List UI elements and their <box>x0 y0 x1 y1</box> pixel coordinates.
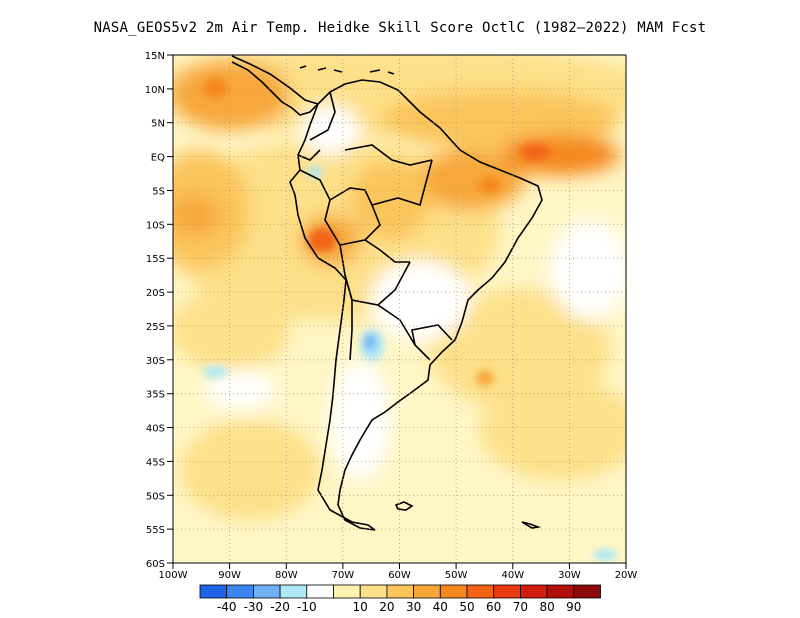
lat-label: 50S <box>146 491 165 502</box>
colorbar-label: 10 <box>353 600 368 614</box>
lat-label: 15S <box>146 254 165 265</box>
colorbar-box <box>306 584 334 599</box>
lat-label: 5S <box>152 187 165 198</box>
tick-marks <box>167 54 627 569</box>
colorbar-box <box>413 584 441 599</box>
lat-label: 30S <box>146 356 165 367</box>
lat-label: 10N <box>145 85 165 96</box>
lon-label: 20W <box>615 570 638 581</box>
shaded-field <box>173 55 626 563</box>
colorbar-label: 30 <box>406 600 421 614</box>
map-title: NASA_GEOS5v2 2m Air Temp. Heidke Skill S… <box>93 20 707 36</box>
colorbar-label: 20 <box>379 600 394 614</box>
colorbar-box <box>199 584 228 599</box>
lon-label: 100W <box>159 570 188 581</box>
lat-label: EQ <box>151 153 165 164</box>
lon-label: 30W <box>558 570 581 581</box>
colorbar-box <box>333 584 361 599</box>
colorbar-label: -30 <box>244 600 264 614</box>
colorbar-box <box>439 584 468 599</box>
lat-label: 40S <box>146 424 165 435</box>
lon-label: 50W <box>445 570 468 581</box>
colorbar-labels: -40 -30 -20 -10 10 20 30 40 50 60 70 80 … <box>217 600 582 614</box>
longitude-labels: 100W 90W 80W 70W 60W 50W 40W 30W 20W <box>159 570 638 581</box>
colorbar: -40 -30 -20 -10 10 20 30 40 50 60 70 80 … <box>199 584 601 614</box>
lat-label: 20S <box>146 288 165 299</box>
colorbar-box <box>359 584 388 599</box>
lat-label: 55S <box>146 525 165 536</box>
colorbar-label: 40 <box>433 600 448 614</box>
lon-label: 90W <box>218 570 241 581</box>
colorbar-box <box>252 584 281 599</box>
colorbar-box <box>493 584 521 599</box>
lat-label: 45S <box>146 457 165 468</box>
colorbar-box <box>466 584 495 599</box>
lat-label: 60S <box>146 559 165 570</box>
lat-label: 25S <box>146 322 165 333</box>
graticule <box>173 55 626 563</box>
colorbar-box <box>226 584 254 599</box>
colorbar-label: 90 <box>566 600 581 614</box>
colorbar-boxes <box>199 584 601 599</box>
colorbar-label: -10 <box>297 600 317 614</box>
colorbar-box <box>520 584 548 599</box>
lat-label: 15N <box>145 51 165 62</box>
lat-label: 5N <box>151 119 165 130</box>
colorbar-label: 60 <box>486 600 501 614</box>
lon-label: 80W <box>275 570 298 581</box>
colorbar-box <box>279 584 308 599</box>
lat-label: 10S <box>146 220 165 231</box>
lon-label: 70W <box>332 570 355 581</box>
colorbar-box <box>386 584 414 599</box>
lon-label: 40W <box>501 570 524 581</box>
colorbar-box <box>546 584 575 599</box>
lon-label: 60W <box>388 570 411 581</box>
colorbar-label: 50 <box>459 600 474 614</box>
colorbar-box <box>573 584 601 599</box>
colorbar-label: 70 <box>513 600 528 614</box>
latitude-labels: 15N 10N 5N EQ 5S 10S 15S 20S 25S 30S 35S… <box>145 51 165 570</box>
coastlines <box>231 55 543 531</box>
colorbar-label: 80 <box>539 600 554 614</box>
colorbar-label: -40 <box>217 600 237 614</box>
lat-label: 35S <box>146 390 165 401</box>
colorbar-label: -20 <box>270 600 290 614</box>
